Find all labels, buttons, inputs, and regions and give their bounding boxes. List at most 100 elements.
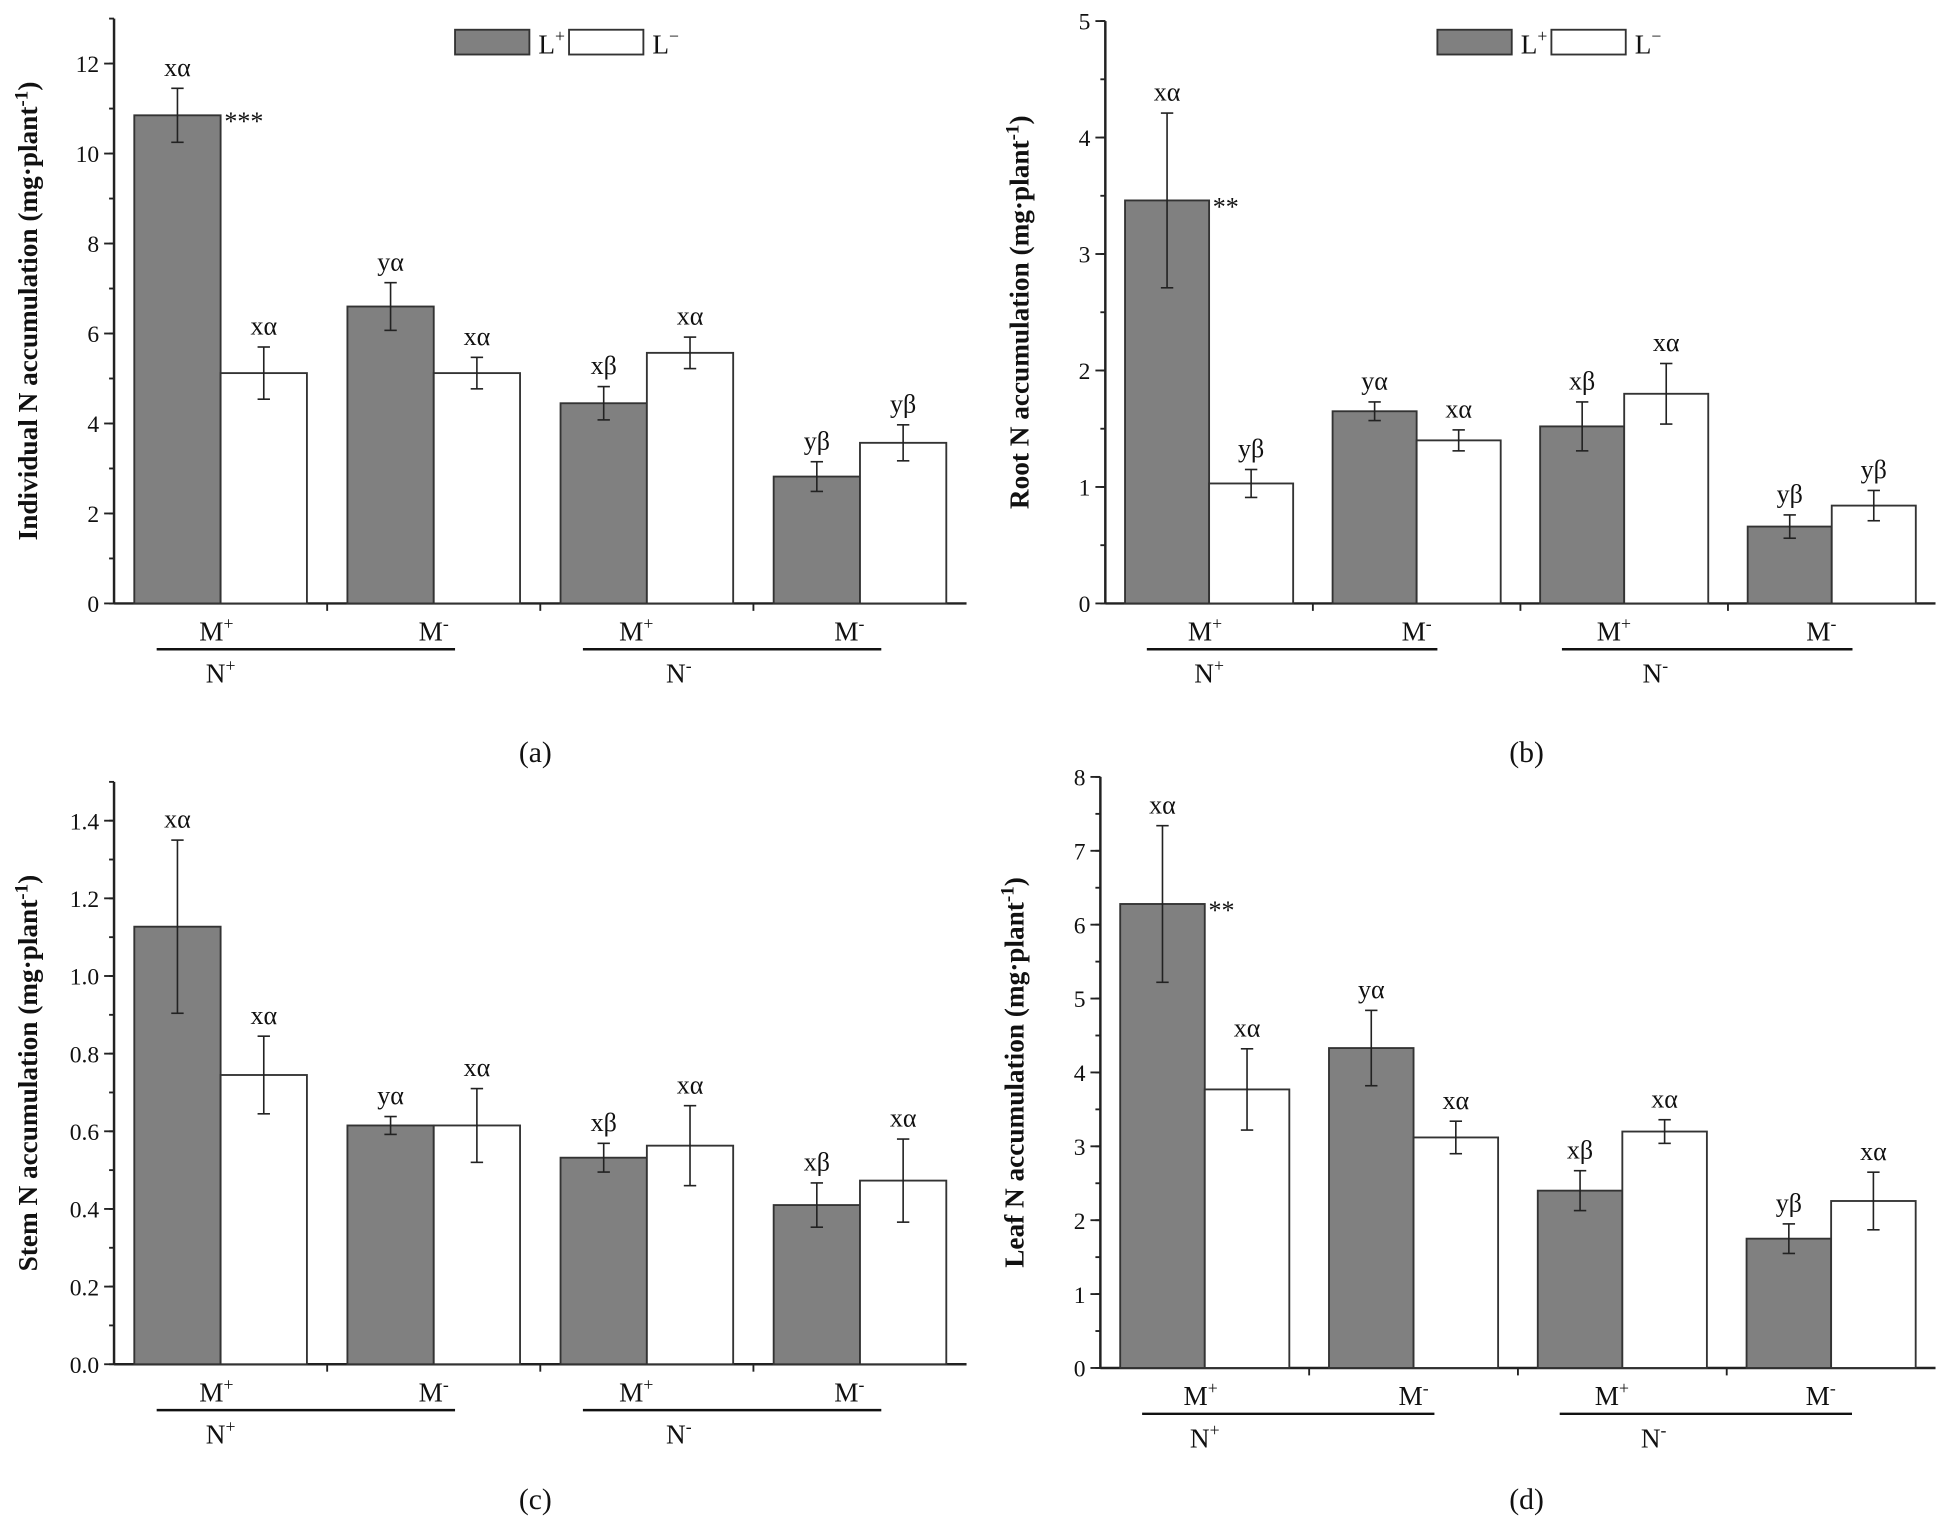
y-axis-label: Root N accumulation (mg·plant-1) [1003,115,1035,509]
legend-label-base: L [1521,29,1538,59]
group-label: N- [1641,1420,1667,1453]
significance-letter: xβ [1567,1135,1593,1164]
y-tick-label: 5 [1079,10,1091,36]
x-tick-label-sup: - [1831,613,1837,633]
x-tick-label-base: M [1806,1381,1830,1411]
x-tick-label: M+ [1597,613,1631,646]
y-axis-label-main: Leaf N accumulation (mg·plant [1000,902,1030,1268]
group-label-base: N [666,1420,686,1450]
panel-caption: (a) [519,737,552,769]
y-tick-label: 4 [1074,1061,1086,1087]
y-tick-label: 0 [87,592,99,618]
y-axis-label-sup: -1 [11,884,32,900]
significance-letter: xβ [591,351,617,380]
significance-stars: ** [1208,896,1234,925]
bar-l-plus [1328,1047,1415,1369]
legend-swatch [1550,28,1627,56]
group-label-sup: - [1661,1420,1667,1440]
group-label: N+ [206,1416,236,1449]
y-tick-label: 8 [87,232,99,258]
x-tick-label-sup: - [858,613,864,633]
y-tick-label: 12 [76,52,100,78]
x-tick-label-base: M [199,1377,223,1407]
group-label-sup: - [686,656,692,676]
x-tick-label-base: M [1597,617,1621,647]
y-axis-label-sup: -1 [998,886,1019,902]
group-label: N+ [1190,1420,1220,1453]
y-tick-label: 10 [76,142,100,168]
y-axis-label-end: ) [13,875,43,884]
panel-caption: (b) [1509,737,1544,769]
group-label-sup: + [225,1416,235,1436]
significance-letter: xα [1445,395,1472,424]
x-tick-label: M- [834,613,864,646]
bar-l-minus [432,372,521,605]
x-tick-label: M+ [199,613,233,646]
group-label: N- [1643,656,1669,689]
significance-letter: yβ [1777,480,1803,509]
significance-letter: xα [677,302,704,331]
y-axis-label: Stem N accumulation (mg·plant-1) [11,875,43,1272]
significance-letter: xα [250,312,277,341]
x-tick-label-sup: + [223,1374,233,1394]
x-tick-label: M- [1402,613,1432,646]
group-label-base: N [1190,1423,1210,1453]
y-tick-label: 2 [1079,359,1091,385]
legend-label: L− [1635,26,1662,59]
group-label-sup: + [225,656,235,676]
panel-b: 0 1 2 3 4 5 Root N accumulation (mg·plant-1) xα… [1003,10,1936,769]
x-tick-label-sup: - [1426,613,1432,633]
bar-l-plus [1745,1237,1833,1369]
significance-letter: xβ [804,1148,830,1177]
x-tick-label: M- [1806,1378,1836,1411]
y-axis-label-end: ) [1000,877,1030,886]
bar-l-minus [219,372,308,605]
significance-letter: xα [890,1104,917,1133]
x-tick-label-base: M [834,1377,858,1407]
y-axis-label-sup: -1 [11,91,32,107]
bar-l-plus [1539,425,1626,605]
x-tick-label-sup: + [643,613,653,633]
group-label-sup: + [1214,656,1224,676]
significance-letter: xα [677,1070,704,1099]
y-tick-label: 6 [87,322,99,348]
significance-letter: xα [1234,1013,1261,1042]
legend-label-sup: − [669,26,679,46]
x-tick-label-sup: - [858,1374,864,1394]
y-axis-label-end: ) [13,82,43,91]
x-tick-label-base: M [834,617,858,647]
x-tick-label-base: M [619,1377,643,1407]
bar-l-minus [1623,392,1710,605]
group-label-base: N [206,1420,226,1450]
legend-label: L− [652,26,679,59]
y-tick-label: 1 [1079,476,1091,502]
x-tick-label: M- [419,613,449,646]
panel-a: 0 2 4 6 8 10 12 Individual N accumulation (mg·p… [11,17,967,769]
x-tick-label: M- [1806,613,1836,646]
bar-l-minus [645,351,735,605]
significance-letter: xα [1443,1086,1470,1115]
bar-l-plus [1331,410,1418,605]
y-tick-label: 2 [87,502,99,528]
x-tick-label-sup: - [443,1374,449,1394]
x-tick-label-base: M [1188,617,1212,647]
significance-letter: xβ [591,1108,617,1137]
group-label-base: N [1194,659,1214,689]
x-tick-label-sup: - [443,613,449,633]
significance-stars: ** [1213,192,1239,221]
x-tick-label: M+ [619,613,653,646]
group-label-sup: - [1662,656,1668,676]
bar-l-minus [1208,482,1295,605]
x-tick-label-base: M [1806,617,1830,647]
y-tick-label: 0 [1074,1357,1086,1383]
significance-letter: xα [1860,1137,1887,1166]
y-tick-label: 6 [1074,913,1086,939]
y-tick-label: 3 [1074,1135,1086,1161]
x-tick-label-base: M [419,1377,443,1407]
y-tick-label: 4 [1079,126,1091,152]
legend-label-base: L [1635,29,1652,59]
group-label-base: N [1641,1423,1661,1453]
significance-letter: yα [377,1081,404,1110]
significance-stars: *** [224,107,263,136]
legend-swatch [454,28,531,56]
